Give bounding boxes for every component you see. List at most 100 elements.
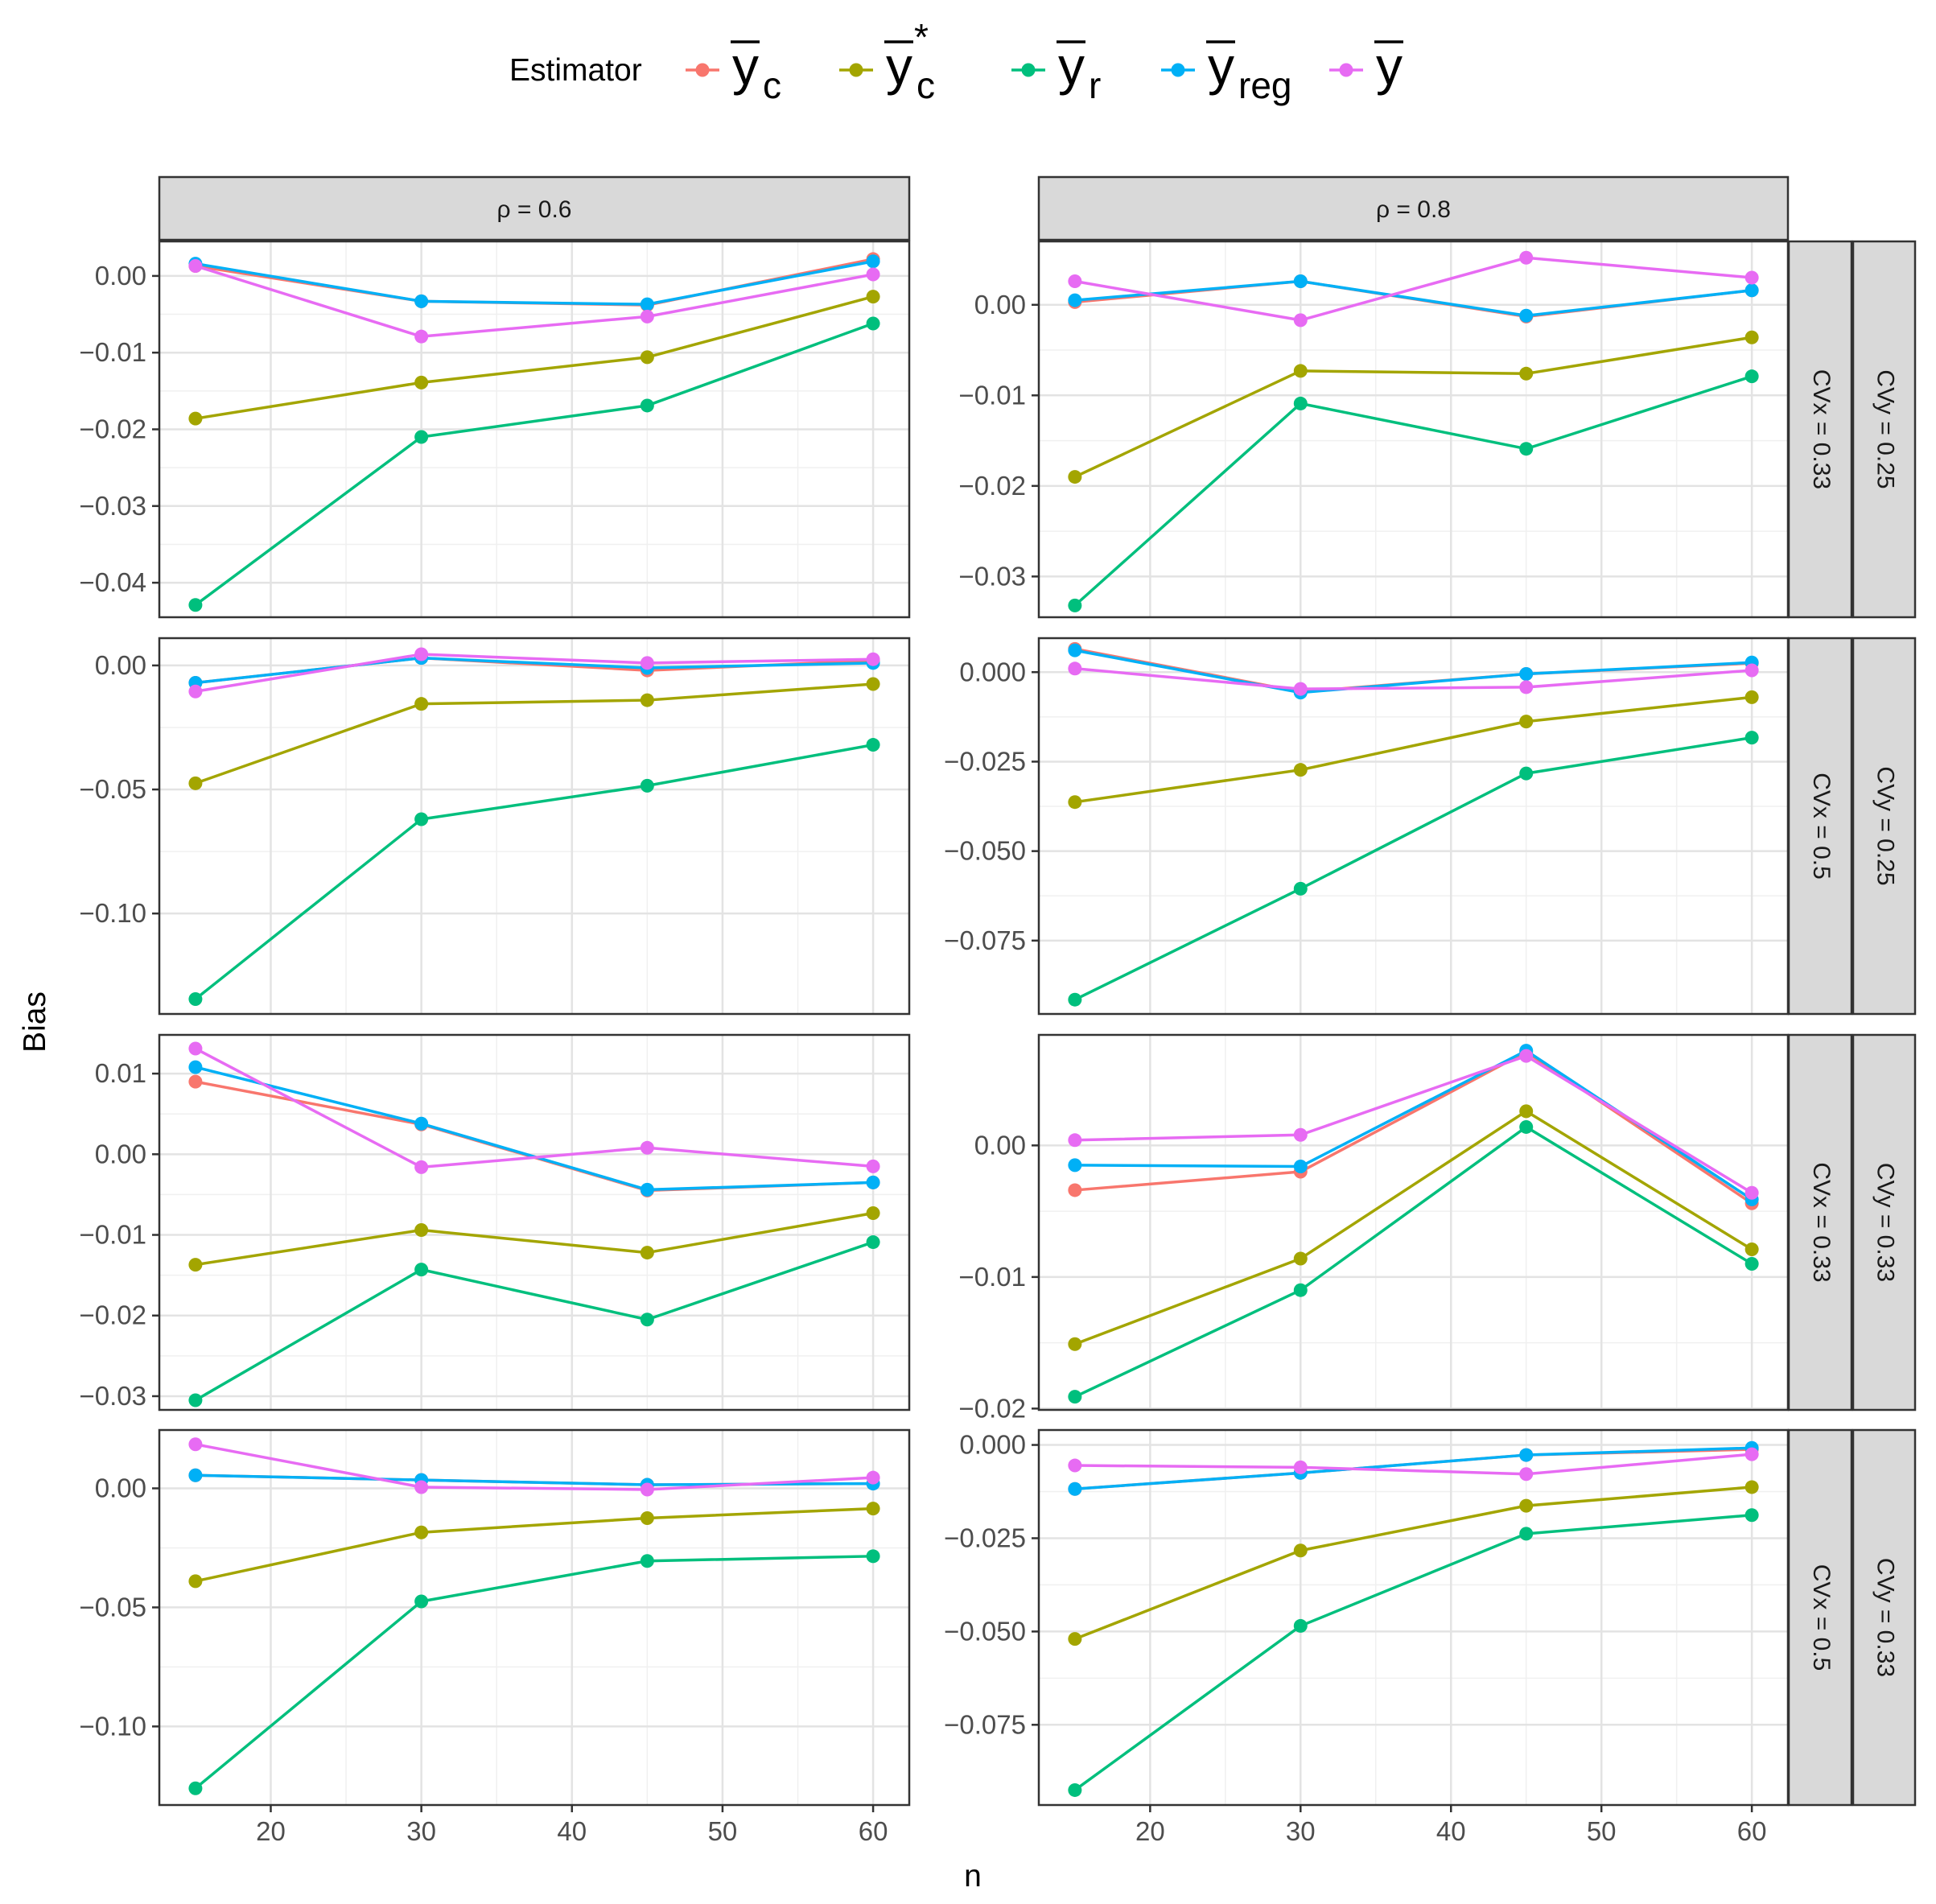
strip-background [1037,175,1790,241]
data-point-yr [640,1313,654,1327]
data-point-ybar [866,652,880,666]
series-ybar [188,258,880,344]
data-point-yr [1744,1257,1759,1271]
data-point-ybar [188,258,203,273]
data-point-ybar [1068,1133,1082,1148]
x-tick-label: 20 [1135,1816,1165,1846]
data-point-yc_star [1293,763,1308,777]
data-point-yc_star [866,677,880,691]
panel-border [1037,1033,1790,1412]
panel-border [1037,1428,1790,1807]
data-point-yr [1068,992,1082,1007]
data-point-yreg [1293,274,1308,289]
data-point-yreg [414,1116,429,1131]
data-point-yr [188,1393,203,1407]
panel-r0-c1: 0.00 −0.01 −0.02 −0.03 [959,240,1790,619]
row-strip-cvy-3: CVy = 0.33 [1852,1428,1917,1807]
data-point-ybar [640,309,654,324]
legend: Estimator y c y c* y r y reg y [509,16,1403,106]
legend-symbol: y [1376,36,1403,96]
y-tick-label: −0.03 [959,561,1027,591]
data-point-yc_star [1744,330,1759,344]
strip-background [1852,1428,1917,1807]
series-line-ybar [1074,1453,1753,1476]
y-tick-label: 0.00 [95,261,146,291]
data-point-yc_star [1293,364,1308,378]
series-line-yr [195,1240,874,1402]
data-point-yreg [640,297,654,311]
row-strip-label: CVy = 0.25 [1872,369,1899,488]
data-point-yr [640,778,654,793]
data-point-yreg [188,1060,203,1074]
series-line-yr [1073,375,1753,607]
column-strip-label: ρ = 0.6 [497,196,572,223]
legend-key-point [849,63,863,77]
row-strip-label: CVy = 0.25 [1872,766,1899,885]
y-tick-label: 0.00 [974,1130,1026,1160]
legend-symbol: y [732,36,759,96]
data-point-yreg [414,294,429,308]
data-point-yc_star [414,1223,429,1238]
series-line-ybar [195,653,874,694]
series-ybar [188,1041,880,1174]
strip-background [1787,637,1853,1016]
data-point-ybar [1068,661,1082,676]
series-ybar [1068,1049,1759,1200]
panel-border [1037,637,1790,1016]
data-point-yc_star [188,1574,203,1589]
panel-border [1037,240,1790,619]
data-point-ybar [640,1140,654,1155]
row-strip-cvx-0: CVx = 0.33 [1787,240,1853,619]
data-point-ybar [414,329,429,344]
legend-title: Estimator [509,53,642,88]
strip-background [1787,1428,1853,1807]
series-ybar [1068,661,1759,696]
data-point-ybar [640,656,654,670]
series-line-yr [194,743,874,1000]
series-line-yc_star [195,295,874,420]
series-line-yc_star [1074,1110,1753,1346]
data-point-ybar [1068,1458,1082,1473]
y-tick-label: −0.02 [80,1300,147,1330]
x-tick-label: 40 [1436,1816,1466,1846]
data-point-yc_star [640,1510,654,1525]
x-tick-label: 50 [708,1816,738,1846]
data-point-yc_star [1519,366,1534,381]
data-point-yr [866,316,880,331]
series-line-yreg [1074,649,1753,694]
row-strip-label: CVx = 0.5 [1808,773,1835,880]
data-point-ybar [866,1159,880,1173]
data-point-yr [414,812,429,826]
data-point-yr [1068,1390,1082,1404]
strip-background [1787,1033,1853,1412]
series-line-ybar [195,1047,874,1169]
data-point-yr [1744,1508,1759,1523]
row-strip-label: CVy = 0.33 [1872,1163,1899,1282]
panel-r2-c0: 0.01 0.00 −0.01 −0.02 −0.03 [80,1033,911,1412]
y-tick-label: −0.075 [944,1709,1026,1739]
series-ybar [1068,250,1759,328]
series-yc_star [188,677,880,790]
strip-background [158,175,911,241]
data-point-yr [1744,731,1759,745]
data-point-yreg [1293,1160,1308,1174]
data-point-yc_star [1744,690,1759,704]
data-point-yc_star [414,1525,429,1539]
data-point-ybar [1744,663,1759,678]
data-point-yc_star [188,776,203,790]
series-ybar [188,647,880,699]
data-point-yreg [1068,643,1082,657]
series-yr [1068,731,1759,1007]
y-tick-label: −0.025 [944,746,1026,776]
data-point-yc_star [1068,1337,1082,1351]
series-line-yc_star [1074,336,1753,479]
y-tick-label: −0.025 [944,1523,1026,1552]
strip-background [1787,240,1853,619]
panel-border [158,1033,911,1412]
data-point-yc [1068,1183,1082,1197]
y-axis-title: Bias [18,991,52,1053]
data-point-yc_star [188,411,203,426]
data-point-yr [1293,1618,1308,1633]
x-tick-label: 60 [859,1816,888,1846]
